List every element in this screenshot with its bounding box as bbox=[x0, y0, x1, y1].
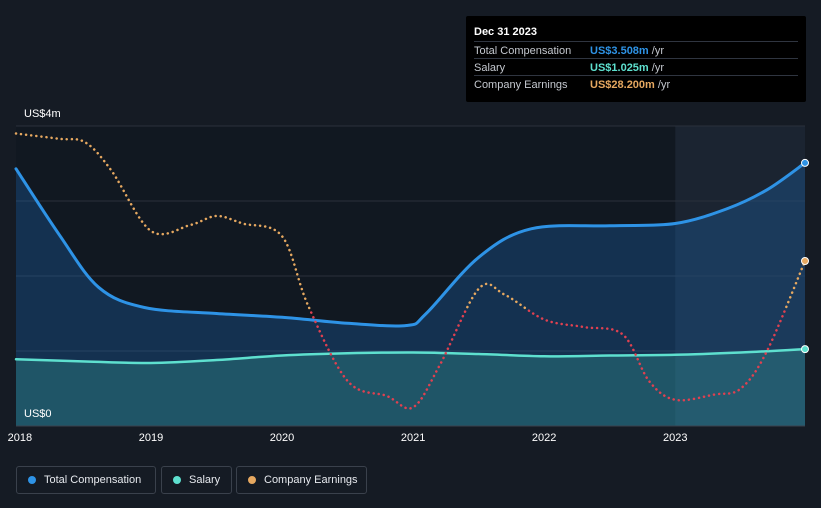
legend-label: Salary bbox=[189, 474, 221, 486]
x-tick-label: 2023 bbox=[662, 432, 688, 444]
tooltip-unit: /yr bbox=[651, 62, 665, 74]
legend-dot bbox=[248, 476, 256, 484]
tooltip-row-value: US$1.025m /yr bbox=[590, 62, 664, 74]
earnings-endpoint-marker bbox=[801, 257, 809, 265]
y-axis-top-label: US$4m bbox=[24, 108, 61, 120]
earnings-line bbox=[14, 132, 807, 410]
tooltip-row-salary: Salary US$1.025m /yr bbox=[474, 58, 798, 76]
tooltip-row-company-earnings: Company Earnings US$28.200m /yr bbox=[474, 75, 798, 93]
tooltip-row-label: Total Compensation bbox=[474, 45, 572, 57]
tooltip-value-text: US$28.200m bbox=[590, 79, 655, 91]
salary-area bbox=[16, 349, 805, 426]
legend-item-total-compensation[interactable]: Total Compensation bbox=[16, 466, 156, 494]
tooltip-date: Dec 31 2023 bbox=[474, 26, 537, 38]
tooltip-row-label: Salary bbox=[474, 62, 506, 74]
series-lines bbox=[14, 132, 807, 410]
tooltip-row-total-compensation: Total Compensation US$3.508m /yr bbox=[474, 41, 798, 59]
x-tick-label: 2020 bbox=[269, 432, 295, 444]
gridlines bbox=[16, 125, 805, 352]
x-tick-label: 2022 bbox=[531, 432, 557, 444]
legend-item-salary[interactable]: Salary bbox=[161, 466, 232, 494]
total-endpoint-marker bbox=[801, 158, 809, 167]
tooltip-unit: /yr bbox=[651, 45, 665, 57]
x-tick-label: 2018 bbox=[7, 432, 33, 444]
hover-tooltip: Dec 31 2023 Total Compensation US$3.508m… bbox=[466, 16, 806, 102]
x-tick-label: 2019 bbox=[138, 432, 164, 444]
x-tick-label: 2021 bbox=[400, 432, 426, 444]
tooltip-row-value: US$3.508m /yr bbox=[590, 45, 664, 57]
y-axis-bottom-label: US$0 bbox=[24, 408, 52, 420]
legend-label: Total Compensation bbox=[44, 474, 142, 486]
total-line bbox=[14, 161, 807, 328]
legend-dot bbox=[173, 476, 181, 484]
series-endpoints bbox=[801, 158, 809, 354]
tooltip-value-text: US$3.508m bbox=[590, 45, 649, 57]
salary-line bbox=[14, 347, 807, 365]
legend-label: Company Earnings bbox=[264, 474, 358, 486]
tooltip-row-value: US$28.200m /yr bbox=[590, 79, 670, 91]
legend-dot bbox=[28, 476, 36, 484]
salary-endpoint-marker bbox=[801, 345, 809, 354]
tooltip-unit: /yr bbox=[657, 79, 671, 91]
tooltip-row-label: Company Earnings bbox=[474, 79, 568, 91]
legend-item-company-earnings[interactable]: Company Earnings bbox=[236, 466, 367, 494]
tooltip-value-text: US$1.025m bbox=[590, 62, 649, 74]
